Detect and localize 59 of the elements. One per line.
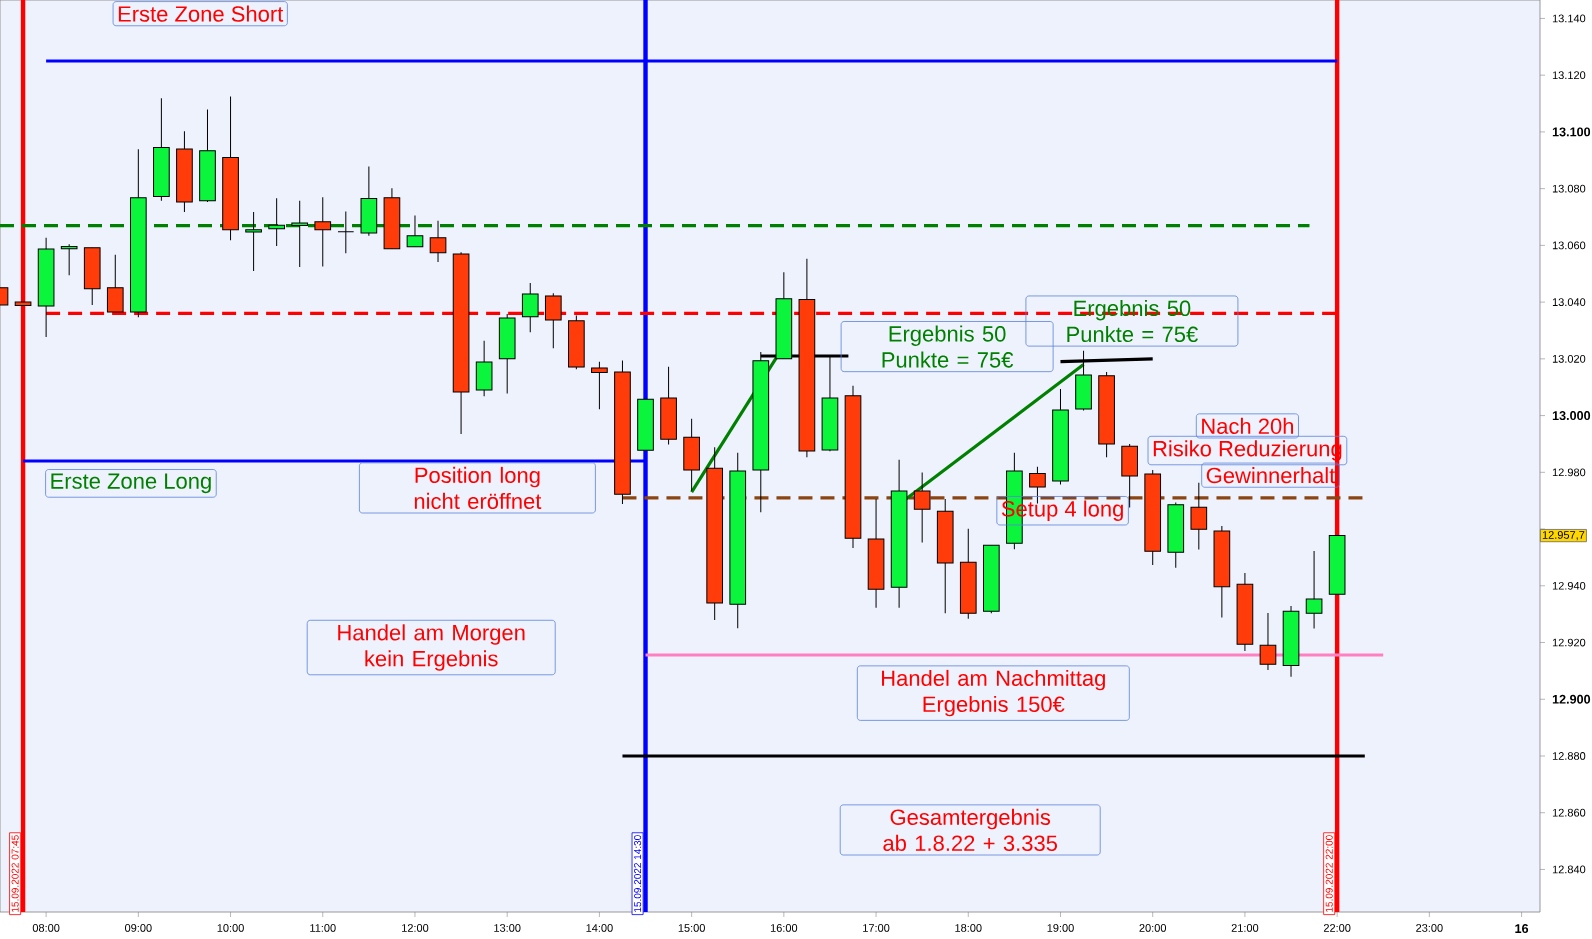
ref-line-label: 15.09.2022 14:30 xyxy=(634,835,642,912)
x-tick-label: 21:00 xyxy=(1231,924,1259,932)
x-tick-label: 16:00 xyxy=(770,924,798,932)
annotation: Gewinnerhalt xyxy=(1206,467,1336,484)
annotation: Erste Zone Short xyxy=(118,5,284,22)
x-tick-label: 22:00 xyxy=(1323,924,1351,932)
y-tick-label: 13.100 xyxy=(1552,127,1591,137)
y-tick-label: 12.940 xyxy=(1552,581,1586,590)
annotation: Nach 20h xyxy=(1202,417,1294,434)
y-tick-label: 12.980 xyxy=(1552,468,1586,477)
y-tick-label: 13.000 xyxy=(1552,411,1591,421)
y-tick-label: 12.860 xyxy=(1552,808,1586,817)
x-tick-label: 16 xyxy=(1515,924,1529,933)
candlestick xyxy=(337,211,355,254)
annotation: Position long nicht eröffnet xyxy=(414,466,542,510)
candlestick xyxy=(1190,482,1208,550)
candlestick xyxy=(291,200,309,268)
x-tick-label: 17:00 xyxy=(863,924,890,932)
x-tick-label: 15:00 xyxy=(678,924,705,932)
y-tick-label: 13.040 xyxy=(1552,298,1586,306)
candlestick xyxy=(591,361,608,410)
ref-line-label: 15.09.2022 22:00 xyxy=(1325,835,1333,912)
candlestick xyxy=(1305,550,1323,630)
candlestick xyxy=(913,472,931,543)
y-tick-label: 13.140 xyxy=(1552,14,1586,23)
candlestick xyxy=(60,243,78,276)
y-tick-label: 13.080 xyxy=(1552,184,1586,193)
candlestick xyxy=(406,215,424,248)
x-tick-label: 14:00 xyxy=(586,924,613,932)
annotation: Handel am Nachmittag Ergebnis 150€ xyxy=(882,669,1105,717)
x-tick-label: 10:00 xyxy=(217,924,244,932)
y-tick-label: 12.840 xyxy=(1552,865,1586,874)
candlestick xyxy=(429,220,447,263)
x-tick-label: 18:00 xyxy=(955,924,982,932)
candlestick xyxy=(521,282,539,333)
y-tick-label: 12.920 xyxy=(1552,638,1586,647)
y-tick-label: 12.880 xyxy=(1552,752,1586,760)
text: 12.957,7 xyxy=(1542,531,1585,541)
x-tick-label: 11:00 xyxy=(310,924,336,932)
x-tick-label: 12:00 xyxy=(402,924,429,932)
annotation: Gesamtergebnis ab 1.8.22 + 3.335 xyxy=(883,808,1057,852)
x-tick-label: 23:00 xyxy=(1416,924,1443,932)
x-tick-label: 09:00 xyxy=(125,924,152,932)
x-tick-label: 19:00 xyxy=(1047,924,1074,932)
x-tick-label: 20:00 xyxy=(1139,924,1167,932)
annotation: Ergebnis 50 Punkte = 75€ xyxy=(882,325,1014,368)
annotation: Erste Zone Long xyxy=(51,473,211,494)
x-tick-label: 08:00 xyxy=(32,924,60,932)
y-tick-label: 13.060 xyxy=(1552,241,1586,250)
candlestick xyxy=(1259,612,1277,671)
y-tick-label: 13.120 xyxy=(1552,71,1586,80)
annotation: Handel am Morgen kein Ergebnis xyxy=(338,624,525,671)
y-tick-label: 12.900 xyxy=(1552,694,1591,704)
candlestick xyxy=(268,197,285,247)
x-tick-label: 13:00 xyxy=(494,924,521,932)
candlestick xyxy=(314,196,332,267)
ref-line-label: 15.09.2022 07:45 xyxy=(11,835,19,912)
candlestick xyxy=(245,211,262,272)
y-tick-label: 13.020 xyxy=(1552,354,1586,363)
